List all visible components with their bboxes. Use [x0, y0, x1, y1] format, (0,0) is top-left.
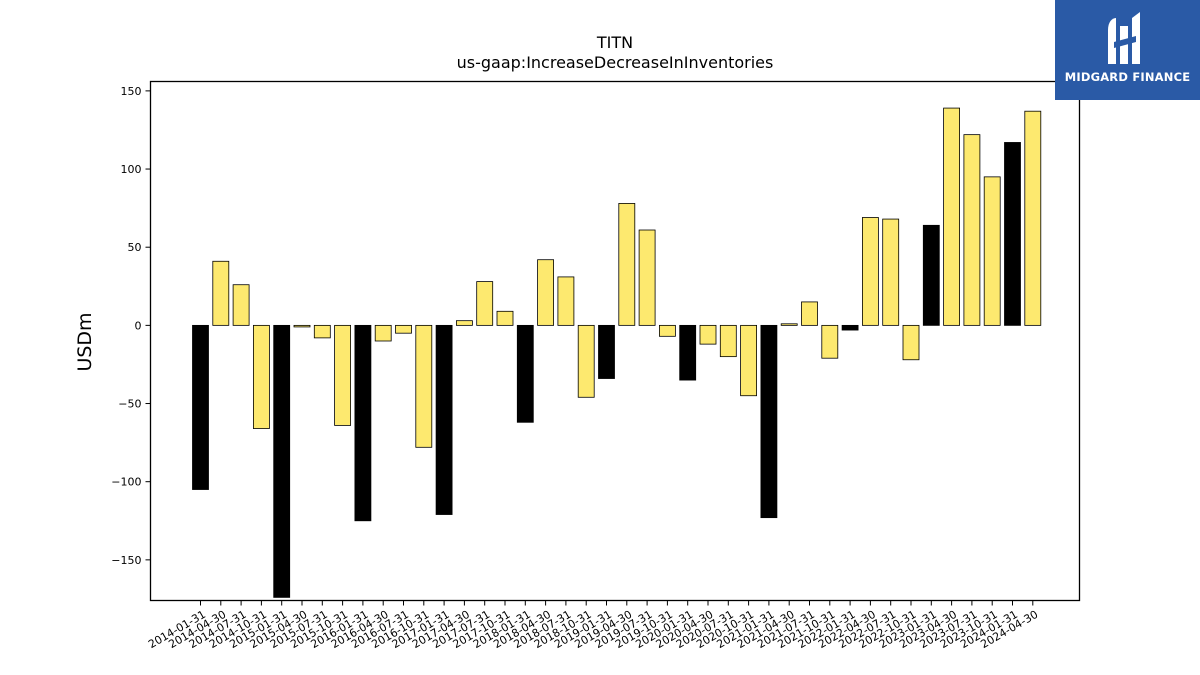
- bar-2024-01-31: [1004, 142, 1021, 326]
- brand-name: MIDGARD FINANCE: [1064, 70, 1191, 84]
- chart-subtitle: us-gaap:IncreaseDecreaseInInventories: [457, 53, 774, 72]
- bar-2020-07-31: [719, 324, 737, 358]
- plot-frame: [149, 80, 1081, 602]
- brand-logo: MIDGARD FINANCE: [1055, 0, 1200, 100]
- bar-2014-10-31: [252, 324, 270, 429]
- bar-2015-07-31: [313, 324, 331, 339]
- bar-2016-04-30: [374, 324, 392, 342]
- bar-2019-10-31: [659, 324, 676, 337]
- bar-2022-10-31: [902, 324, 920, 361]
- bar-2018-01-31: [516, 324, 534, 423]
- y-tick-label: −150: [111, 554, 141, 567]
- bars-group: [192, 107, 1042, 598]
- bar-2022-07-31: [882, 218, 900, 326]
- y-tick-label: −100: [111, 476, 141, 489]
- bar-2016-01-31: [354, 324, 372, 522]
- bar-2014-07-31: [232, 284, 250, 326]
- bar-2020-10-31: [740, 324, 757, 397]
- y-axis: 150 100 50 0 −50 −100 −150: [111, 85, 151, 567]
- bar-2016-10-31: [415, 324, 433, 448]
- bar-2023-10-31: [983, 176, 1001, 326]
- bar-2021-04-30: [780, 323, 798, 326]
- bar-2023-07-31: [963, 134, 981, 326]
- y-tick-label: −50: [118, 398, 141, 411]
- x-axis: 2014-01-312014-04-302014-07-312014-10-31…: [146, 600, 1040, 651]
- bar-2015-01-31: [273, 324, 291, 598]
- bar-2022-04-30: [862, 217, 879, 326]
- y-axis-label: USDm: [74, 312, 96, 371]
- bar-2017-04-30: [455, 320, 473, 326]
- bar-2020-04-30: [699, 324, 717, 345]
- bar-2015-04-30: [293, 324, 311, 328]
- bar-2017-01-31: [435, 324, 453, 515]
- bar-2015-10-31: [334, 324, 352, 426]
- bar-2014-04-30: [212, 260, 230, 326]
- bar-2019-04-30: [618, 203, 636, 326]
- bar-2019-07-31: [638, 229, 656, 326]
- chart-title: TITN: [596, 33, 633, 52]
- bar-2021-10-31: [821, 324, 839, 359]
- bar-2018-10-31: [577, 324, 595, 398]
- bar-2021-01-31: [760, 324, 778, 519]
- y-tick-label: 150: [121, 85, 142, 98]
- y-tick-label: 0: [135, 319, 142, 332]
- bar-2018-04-30: [537, 259, 554, 326]
- bar-2023-01-31: [922, 224, 940, 326]
- bar-2017-10-31: [496, 310, 514, 326]
- bar-2014-01-31: [192, 324, 209, 490]
- bar-2019-01-31: [598, 324, 615, 379]
- bar-2016-07-31: [395, 324, 412, 334]
- bar-2022-01-31: [841, 324, 859, 331]
- y-tick-label: 100: [121, 163, 142, 176]
- bar-2017-07-31: [476, 281, 494, 326]
- y-tick-label: 50: [128, 241, 142, 254]
- bar-2018-07-31: [557, 276, 575, 326]
- bar-2023-04-30: [943, 107, 960, 326]
- midgard-logo-icon: [1108, 12, 1140, 64]
- bar-2021-07-31: [801, 301, 818, 326]
- bar-2020-01-31: [679, 324, 697, 381]
- bar-2024-04-30: [1024, 110, 1042, 326]
